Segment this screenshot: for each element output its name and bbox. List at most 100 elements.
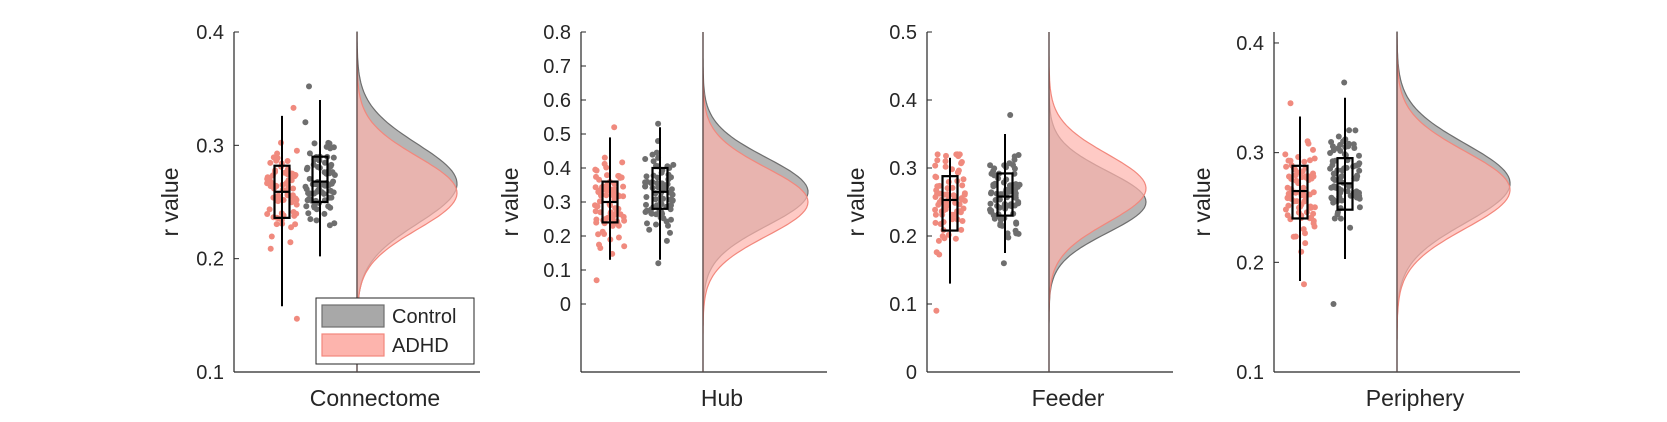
point-adhd	[292, 195, 299, 202]
point-adhd	[594, 203, 601, 210]
y-tick-label: 0.3	[889, 158, 917, 180]
y-tick-label: 0.1	[889, 294, 917, 316]
point-control	[1346, 127, 1353, 134]
point-control	[303, 166, 310, 173]
point-adhd	[1283, 163, 1290, 170]
point-adhd	[267, 245, 274, 252]
point-control	[306, 83, 312, 90]
point-control	[1341, 79, 1348, 86]
point-control	[330, 189, 337, 196]
x-axis-label: Hub	[701, 385, 743, 411]
y-tick-label: 0.6	[543, 90, 571, 112]
point-control	[320, 190, 327, 197]
point-adhd	[1290, 233, 1297, 240]
point-control	[306, 175, 313, 182]
point-adhd	[932, 194, 939, 200]
panel-hub: 0 0.1 0.2 0.3 0.4 0.5 0.6 0.7 0.8 r value Hub	[497, 22, 827, 411]
point-adhd	[935, 201, 942, 208]
point-control	[653, 149, 660, 156]
point-control	[1338, 187, 1345, 194]
point-control	[1000, 260, 1007, 267]
point-control	[1329, 158, 1336, 165]
legend-swatch-control	[321, 304, 385, 328]
point-adhd	[952, 235, 959, 242]
point-control	[1356, 192, 1363, 199]
point-control	[1006, 160, 1013, 167]
point-adhd	[274, 155, 281, 161]
point-control	[653, 221, 659, 228]
density-adhd	[1396, 32, 1511, 372]
point-adhd	[939, 233, 946, 240]
y-tick-label: 0.1	[543, 260, 571, 282]
point-control	[670, 161, 677, 168]
legend-swatch-adhd	[321, 333, 385, 357]
point-adhd	[1308, 214, 1315, 221]
point-control	[313, 217, 320, 224]
point-adhd	[936, 251, 943, 258]
y-tick-label: 0.8	[543, 22, 571, 44]
point-adhd	[602, 216, 609, 223]
point-adhd	[596, 187, 603, 194]
y-axis-label: r value	[157, 167, 183, 236]
point-adhd	[933, 187, 940, 194]
point-adhd	[611, 124, 618, 131]
point-control	[1012, 190, 1019, 197]
point-control	[327, 204, 334, 211]
point-control	[307, 216, 314, 223]
point-adhd	[291, 212, 298, 219]
point-control	[328, 180, 335, 187]
point-control	[1347, 224, 1354, 231]
point-control	[650, 158, 657, 165]
point-control	[1006, 187, 1013, 194]
legend-label-adhd: ADHD	[392, 335, 449, 357]
point-adhd	[959, 182, 966, 189]
point-adhd	[293, 147, 300, 154]
y-tick-label: 0.2	[196, 249, 224, 271]
point-adhd	[621, 243, 628, 250]
point-control	[643, 201, 649, 208]
point-control	[1352, 127, 1359, 134]
point-adhd	[1305, 140, 1312, 147]
point-adhd	[290, 104, 297, 111]
point-adhd	[943, 152, 949, 159]
point-control	[1356, 152, 1362, 159]
point-control	[642, 156, 649, 162]
point-adhd	[1300, 184, 1307, 191]
point-adhd	[292, 172, 299, 178]
point-control	[643, 194, 650, 200]
point-adhd	[1310, 189, 1317, 196]
point-adhd	[601, 231, 608, 237]
point-control	[305, 210, 312, 217]
point-control	[1331, 183, 1337, 190]
y-tick-label: 0.5	[889, 22, 917, 44]
y-tick-label: 0.4	[543, 158, 571, 180]
point-control	[646, 226, 653, 233]
point-adhd	[273, 221, 280, 228]
point-control	[643, 173, 650, 180]
point-control	[311, 140, 318, 147]
y-tick-label: 0.5	[543, 124, 571, 146]
point-adhd	[1294, 169, 1301, 176]
point-adhd	[609, 191, 616, 198]
point-control	[987, 162, 994, 169]
point-adhd	[1311, 223, 1318, 230]
point-adhd	[593, 216, 600, 223]
point-adhd	[604, 172, 610, 179]
point-control	[321, 210, 328, 217]
point-control	[648, 210, 655, 217]
y-tick-label: 0.3	[543, 192, 571, 214]
y-tick-label: 0.1	[196, 362, 224, 384]
x-axis-label: Connectome	[310, 385, 440, 411]
point-adhd	[595, 231, 602, 238]
point-control	[667, 229, 673, 236]
point-control	[663, 237, 670, 244]
point-control	[655, 120, 662, 127]
point-adhd	[960, 176, 967, 183]
point-adhd	[961, 191, 968, 198]
x-axis-label: Periphery	[1366, 385, 1465, 411]
point-adhd	[1311, 204, 1318, 211]
point-control	[1338, 173, 1345, 180]
point-adhd	[1301, 198, 1308, 205]
point-adhd	[293, 315, 300, 322]
point-adhd	[953, 151, 960, 158]
